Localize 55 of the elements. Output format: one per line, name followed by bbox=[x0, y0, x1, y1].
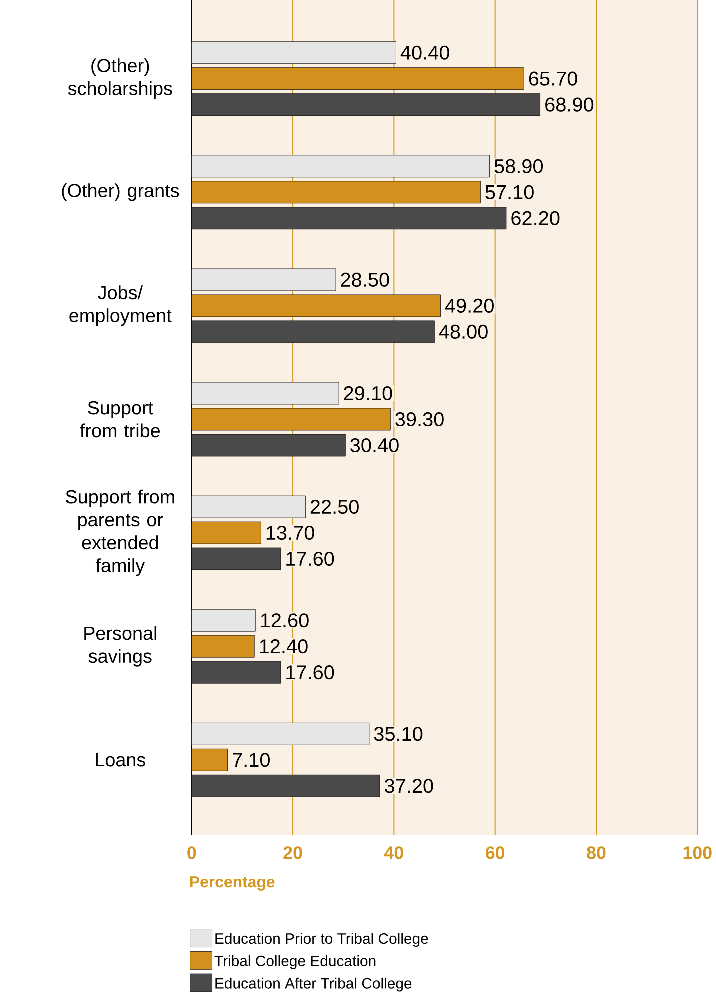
bar bbox=[192, 434, 346, 457]
legend-label: Education Prior to Tribal College bbox=[216, 933, 428, 948]
data-label: 49.20 bbox=[445, 298, 494, 313]
data-label: 7.10 bbox=[233, 753, 270, 768]
data-label: 13.70 bbox=[266, 526, 314, 540]
data-label: 37.20 bbox=[385, 779, 434, 794]
bar bbox=[192, 774, 380, 798]
legend-label: Tribal College Education bbox=[214, 956, 376, 970]
bar bbox=[192, 382, 340, 405]
data-label: 17.60 bbox=[286, 552, 334, 566]
y-tick-label: Jobs/ employment bbox=[70, 286, 172, 326]
x-tick-label: 100 bbox=[684, 846, 712, 860]
bar bbox=[192, 635, 255, 658]
data-label: 39.30 bbox=[396, 412, 444, 427]
data-label: 68.90 bbox=[546, 98, 594, 112]
bar bbox=[192, 522, 262, 544]
data-label: 17.60 bbox=[286, 666, 334, 680]
legend-label: Education After Tribal College bbox=[216, 978, 412, 992]
x-tick-label: 80 bbox=[587, 846, 606, 860]
x-tick-label: 20 bbox=[284, 846, 302, 860]
y-tick-label: Support from tribe bbox=[80, 401, 160, 438]
bar bbox=[192, 661, 282, 684]
data-label: 22.50 bbox=[310, 500, 359, 514]
y-tick-label: Loans bbox=[96, 754, 146, 767]
y-tick-label: (Other) scholarships bbox=[68, 58, 172, 100]
data-label: 40.40 bbox=[400, 46, 450, 60]
data-label: 58.90 bbox=[494, 159, 544, 174]
x-axis-title: Percentage bbox=[190, 876, 275, 891]
bar bbox=[192, 548, 282, 570]
data-label: 12.60 bbox=[261, 614, 309, 628]
data-label: 28.50 bbox=[341, 272, 390, 288]
y-tick-label: (Other) grants bbox=[62, 184, 180, 202]
bar bbox=[192, 42, 396, 64]
bar bbox=[192, 722, 370, 746]
bar bbox=[192, 268, 336, 292]
data-label: 65.70 bbox=[529, 72, 578, 86]
bar bbox=[192, 155, 490, 178]
bar bbox=[192, 320, 435, 344]
bar bbox=[192, 207, 507, 230]
data-label: 29.10 bbox=[344, 386, 392, 401]
y-tick-label: Support from parents or extended family bbox=[66, 490, 174, 576]
data-label: 48.00 bbox=[439, 324, 488, 339]
data-label: 62.20 bbox=[512, 211, 560, 226]
data-label: 12.40 bbox=[260, 640, 308, 654]
y-tick-label: Personal savings bbox=[84, 626, 157, 667]
bar bbox=[192, 748, 228, 772]
bar bbox=[192, 496, 306, 518]
data-label: 30.40 bbox=[350, 438, 399, 453]
x-tick-label: 0 bbox=[188, 846, 196, 860]
bar bbox=[192, 94, 541, 116]
x-tick-label: 40 bbox=[384, 846, 404, 860]
bar bbox=[192, 609, 256, 632]
x-tick-label: 60 bbox=[486, 846, 505, 860]
data-label: 35.10 bbox=[374, 727, 423, 742]
data-label: 57.10 bbox=[486, 185, 534, 200]
